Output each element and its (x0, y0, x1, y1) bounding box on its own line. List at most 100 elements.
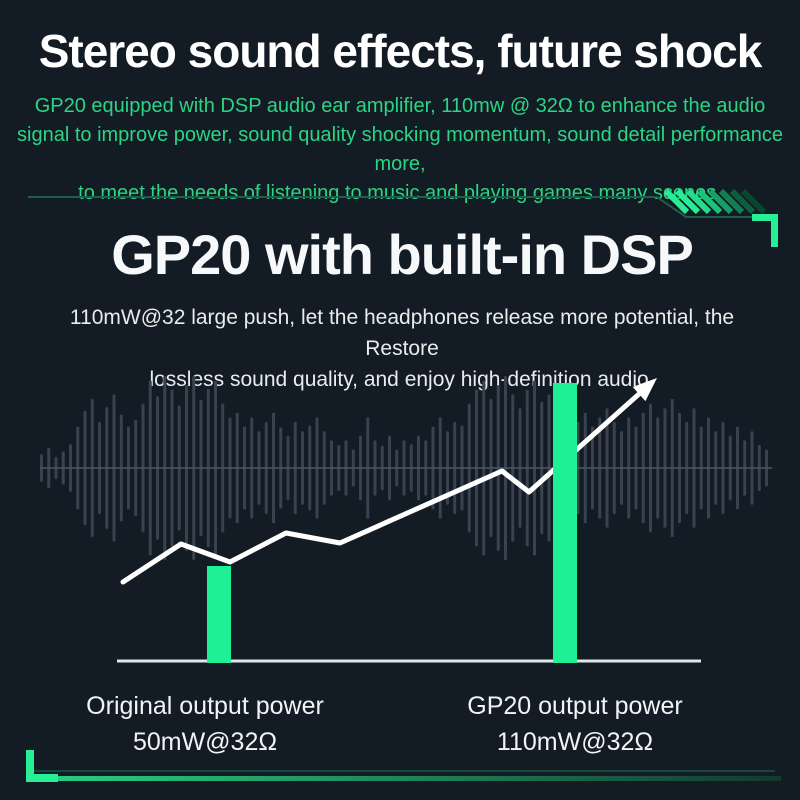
waveform-bar (206, 388, 210, 548)
waveform-bar (214, 380, 217, 556)
subtitle-line: signal to improve power, sound quality s… (17, 124, 783, 175)
waveform-bar (359, 435, 362, 501)
waveform-bar (685, 422, 689, 514)
waveform-bar (98, 422, 101, 514)
panel-underline-decoration (28, 776, 781, 781)
waveform-bar (286, 435, 290, 501)
value-label: 110mW@32Ω (496, 728, 654, 756)
waveform-bar (547, 394, 551, 542)
waveform-bar (192, 376, 196, 560)
waveform-bar (489, 399, 493, 537)
waveform-bar (554, 385, 558, 551)
subtitle-line: GP20 equipped with DSP audio ear amplifi… (34, 95, 766, 117)
waveform-bar (409, 444, 413, 492)
waveform-bar (670, 399, 674, 537)
waveform-bar (250, 417, 254, 519)
waveform-bar (460, 425, 464, 511)
waveform-bar (605, 408, 609, 528)
waveform-bar (344, 440, 348, 496)
waveform-bar (351, 449, 355, 487)
waveform-bar (641, 412, 645, 524)
waveform-bar (678, 412, 681, 524)
waveform-bar (757, 445, 761, 491)
waveform-bar (148, 380, 152, 556)
waveform-bar (90, 399, 94, 537)
waveform-bar (69, 444, 72, 492)
waveform-bar (627, 417, 631, 519)
waveform-bar (185, 385, 188, 551)
waveform-bar (315, 417, 319, 519)
subtitle-line: to meet the needs of listening to music … (78, 182, 722, 204)
header-subtitle: GP20 equipped with DSP audio ear amplifi… (0, 92, 800, 208)
bar-original-power (207, 566, 231, 663)
waveform-bar (540, 401, 544, 535)
waveform-bar (518, 408, 522, 528)
value-label: 50mW@32Ω (132, 728, 278, 756)
waveform-bar (496, 385, 500, 551)
waveform-bar (612, 422, 616, 514)
waveform-bar (119, 414, 123, 522)
waveform-bar (330, 440, 333, 496)
waveform-bar (301, 431, 304, 505)
waveform-bar (765, 449, 768, 487)
waveform-bar (533, 380, 536, 556)
waveform-bar (649, 403, 652, 533)
waveform-bar (453, 422, 457, 514)
waveform-bar (177, 405, 181, 531)
waveform-bar (620, 431, 623, 505)
waveform-bar (663, 408, 667, 528)
waveform-bar (714, 431, 718, 505)
waveform-bar (279, 427, 283, 509)
waveform-bar (721, 422, 725, 514)
waveform-bar (475, 389, 478, 547)
waveform-bar (576, 422, 580, 514)
waveform-bar (583, 412, 587, 524)
waveform-bar (156, 396, 159, 540)
waveform-bar (395, 449, 399, 487)
waveform-bar (417, 435, 420, 501)
waveform-bar (424, 440, 428, 496)
category-label: GP20 output power (467, 692, 683, 720)
waveform-bar (402, 440, 406, 496)
waveform-bar (170, 389, 174, 547)
panel-description-line: 110mW@32 large push, let the headphones … (69, 306, 735, 360)
waveform-bar (293, 422, 297, 514)
trend-line (120, 383, 651, 585)
waveform-bar (47, 447, 51, 489)
waveform-bar (76, 426, 80, 510)
waveform-bar (525, 389, 529, 547)
panel-description: 110mW@32 large push, let the headphones … (60, 302, 744, 395)
waveform-bar (83, 410, 87, 526)
waveform-bar (134, 420, 138, 516)
waveform-bar (467, 403, 471, 533)
waveform-bar (562, 412, 565, 524)
waveform-bar (243, 426, 246, 510)
waveform-bar (504, 376, 507, 560)
waveform-bar (743, 440, 747, 496)
waveform-bar (272, 412, 275, 524)
waveform-bar (54, 456, 58, 480)
waveform-bar (736, 426, 739, 510)
page-title: Stereo sound effects, future shock (38, 25, 763, 77)
waveform-bar (591, 426, 594, 510)
waveform-bar (569, 403, 573, 533)
chart-label-gp20: GP20 output power 110mW@32Ω (415, 688, 735, 760)
waveform-bar (235, 412, 239, 524)
audio-waveform-decoration (40, 376, 768, 560)
category-label: Original output power (86, 692, 324, 720)
waveform-bar (656, 417, 660, 519)
waveform-bar (112, 394, 116, 542)
bar-gp20-power (553, 383, 577, 663)
waveform-bar (699, 426, 703, 510)
waveform-bar (728, 435, 732, 501)
panel-heading: GP20 with built-in DSP (111, 223, 694, 286)
waveform-bar (228, 417, 232, 519)
waveform-bar (707, 417, 710, 519)
waveform-bar (40, 454, 43, 482)
waveform-bar (388, 435, 391, 501)
waveform-bar (373, 440, 377, 496)
waveform-bar (692, 408, 696, 528)
waveform-bar (366, 417, 370, 519)
waveform-bar (127, 426, 130, 510)
